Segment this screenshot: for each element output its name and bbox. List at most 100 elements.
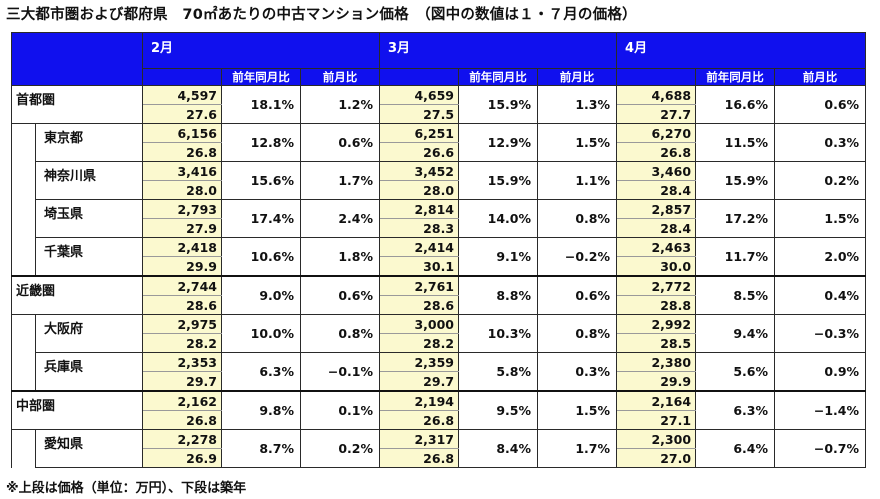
mom-cell: 1.1%	[537, 161, 618, 200]
table-row: 愛知県 2,278 8.7% 0.2% 2,317 8.4% 1.7% 2,300 6.4% −0…	[11, 429, 867, 468]
price-cell: 2,772	[616, 275, 697, 296]
price-cell: 2,194	[379, 390, 460, 411]
price-cell: 3,000	[379, 314, 460, 334]
table-row-lower: 28.2 28.2 28.5	[12, 333, 866, 353]
yoy-cell: 9.0%	[221, 275, 301, 315]
mom-cell: 0.6%	[774, 85, 867, 124]
mom-cell: 0.8%	[537, 314, 618, 353]
age-cell: 28.5	[616, 333, 697, 353]
price-cell: 3,416	[142, 161, 222, 181]
mom-cell: 0.9%	[774, 352, 867, 392]
indent-cell	[11, 199, 36, 238]
mom-cell: 2.4%	[299, 199, 381, 238]
yoy-cell: 9.8%	[221, 390, 301, 430]
price-cell: 6,156	[142, 123, 222, 143]
price-cell: 2,418	[142, 237, 222, 257]
age-cell: 29.9	[616, 371, 697, 392]
age-cell: 28.0	[379, 180, 460, 200]
indent-cell	[11, 429, 36, 468]
price-cell: 2,857	[616, 199, 697, 219]
age-cell: 26.8	[379, 410, 460, 430]
age-cell: 26.6	[379, 142, 460, 162]
table-row-lower: 29.9 30.1 30.0	[12, 256, 866, 277]
yoy-cell: 15.9%	[458, 161, 539, 200]
mom-cell: 1.5%	[537, 390, 618, 430]
yoy-cell: 17.4%	[221, 199, 301, 238]
price-cell: 2,317	[379, 429, 460, 449]
age-cell: 29.9	[142, 256, 222, 277]
table-row: 千葉県 2,418 10.6% 1.8% 2,414 9.1% −0.2% 2,463 11.7…	[11, 237, 867, 277]
yoy-cell: 10.0%	[221, 314, 301, 353]
yoy-header: 前年同月比	[458, 68, 539, 86]
table-row: 首都圏 4,597 18.1% 1.2% 4,659 15.9% 1.3% 4,688 16.6…	[11, 85, 867, 124]
price-cell: 2,793	[142, 199, 222, 219]
price-cell: 6,270	[616, 123, 697, 143]
age-cell: 29.7	[142, 371, 222, 392]
price-cell: 3,460	[616, 161, 697, 181]
table-row-lower: 27.9 28.3 28.4	[12, 218, 866, 238]
price-cell: 2,359	[379, 352, 460, 372]
yoy-cell: 15.6%	[221, 161, 301, 200]
mom-cell: 1.8%	[299, 237, 381, 277]
mom-cell: −0.7%	[774, 429, 867, 468]
yoy-cell: 6.4%	[695, 429, 776, 468]
table-row: 埼玉県 2,793 17.4% 2.4% 2,814 14.0% 0.8% 2,857 17.2…	[11, 199, 867, 238]
indent-cell	[11, 161, 36, 200]
price-cell: 2,744	[142, 275, 222, 296]
prefecture-name: 東京都	[35, 123, 143, 162]
yoy-cell: 8.5%	[695, 275, 776, 315]
mom-cell: 1.3%	[537, 85, 618, 124]
age-cell: 27.5	[379, 104, 460, 124]
mom-cell: 0.2%	[774, 161, 867, 200]
yoy-cell: 18.1%	[221, 85, 301, 124]
footnote: ※上段は価格（単位：万円）、下段は築年	[6, 481, 247, 496]
age-cell: 28.3	[379, 218, 460, 238]
yoy-cell: 5.6%	[695, 352, 776, 392]
yoy-cell: 15.9%	[695, 161, 776, 200]
mom-cell: 1.2%	[299, 85, 381, 124]
mom-cell: 0.8%	[537, 199, 618, 238]
indent-cell	[11, 123, 36, 162]
region-name: 中部圏	[11, 390, 143, 430]
age-cell: 28.2	[142, 333, 222, 353]
mom-cell: 0.4%	[774, 275, 867, 315]
yoy-header: 前年同月比	[221, 68, 301, 86]
mom-cell: 0.8%	[299, 314, 381, 353]
price-cell: 2,975	[142, 314, 222, 334]
yoy-cell: 9.1%	[458, 237, 539, 277]
yoy-cell: 8.4%	[458, 429, 539, 468]
prefecture-name: 大阪府	[35, 314, 143, 353]
age-cell: 26.8	[379, 448, 460, 468]
table-row-lower: 28.6 28.6 28.8	[12, 295, 866, 315]
table-row-lower: 26.9 26.8 27.0	[12, 448, 866, 468]
prefecture-name: 愛知県	[35, 429, 143, 468]
price-cell: 4,688	[616, 85, 697, 105]
month-header: 3月	[379, 32, 618, 69]
mom-cell: 1.7%	[537, 429, 618, 468]
prefecture-name: 神奈川県	[35, 161, 143, 200]
table-row: 兵庫県 2,353 6.3% −0.1% 2,359 5.8% 0.3% 2,380 5.6% 0…	[11, 352, 867, 392]
table-row: 神奈川県 3,416 15.6% 1.7% 3,452 15.9% 1.1% 3,460 15.…	[11, 161, 867, 200]
mom-cell: −1.4%	[774, 390, 867, 430]
price-subheader-blank	[616, 68, 697, 86]
age-cell: 27.7	[616, 104, 697, 124]
yoy-cell: 12.9%	[458, 123, 539, 162]
yoy-cell: 17.2%	[695, 199, 776, 238]
price-cell: 2,353	[142, 352, 222, 372]
age-cell: 26.8	[616, 142, 697, 162]
mom-cell: −0.1%	[299, 352, 381, 392]
mom-cell: 0.1%	[299, 390, 381, 430]
yoy-cell: 12.8%	[221, 123, 301, 162]
age-cell: 27.6	[142, 104, 222, 124]
table-row: 中部圏 2,162 9.8% 0.1% 2,194 9.5% 1.5% 2,164 6.3% −1…	[11, 390, 867, 430]
table-row-lower: 29.7 29.7 29.9	[12, 371, 866, 392]
price-cell: 2,992	[616, 314, 697, 334]
age-cell: 28.4	[616, 180, 697, 200]
price-cell: 4,659	[379, 85, 460, 105]
mom-cell: −0.3%	[774, 314, 867, 353]
yoy-cell: 9.5%	[458, 390, 539, 430]
month-header: 2月	[141, 32, 381, 69]
mom-cell: 0.3%	[537, 352, 618, 392]
prefecture-name: 兵庫県	[35, 352, 143, 392]
header-corner	[11, 32, 143, 86]
